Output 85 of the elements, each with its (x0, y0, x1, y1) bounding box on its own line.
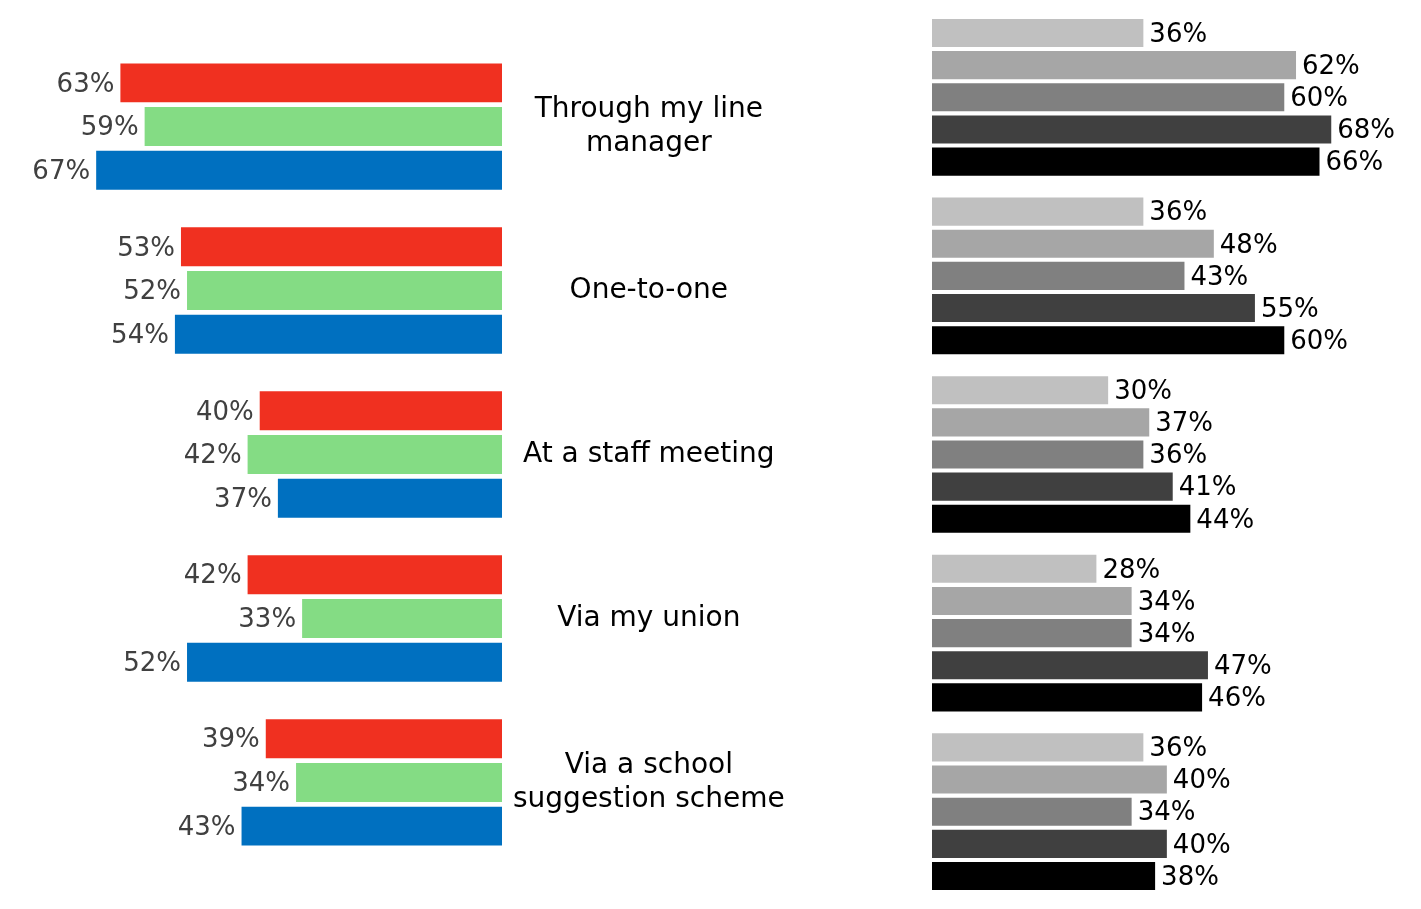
bar (932, 683, 1203, 712)
data-label: 36% (1149, 732, 1208, 763)
data-label: 43% (1190, 260, 1249, 291)
data-label: 66% (1325, 146, 1384, 177)
bar (277, 478, 502, 518)
bar (932, 651, 1208, 680)
bar (932, 619, 1132, 648)
bar (932, 197, 1144, 226)
data-label: 40% (195, 395, 254, 426)
data-label: 38% (1161, 860, 1219, 891)
data-label: 37% (1155, 407, 1214, 438)
data-label: 44% (1196, 503, 1255, 534)
bar (932, 147, 1320, 176)
data-label: 34% (1137, 585, 1196, 616)
data-label: 60% (1290, 324, 1349, 355)
data-label: 34% (232, 767, 291, 798)
data-label: 40% (1172, 764, 1231, 795)
bar (296, 762, 502, 802)
y-tick-label: One-to-one (569, 271, 729, 305)
y-tick-label: Through my line manager (533, 91, 764, 158)
bar (259, 391, 502, 431)
data-label: 43% (177, 810, 236, 841)
data-label: 30% (1114, 374, 1172, 405)
bar (932, 83, 1285, 112)
bar (187, 271, 502, 310)
bar (932, 861, 1156, 891)
data-label: 46% (1208, 682, 1266, 713)
bar (932, 440, 1144, 469)
data-label: 52% (123, 646, 182, 677)
bar (932, 261, 1185, 290)
bar (932, 829, 1167, 858)
data-label: 53% (117, 231, 175, 262)
data-label: 36% (1149, 196, 1208, 227)
bar (932, 326, 1285, 355)
bar (180, 227, 502, 267)
data-label: 62% (1302, 49, 1360, 80)
bar (144, 107, 502, 147)
data-label: 40% (1172, 828, 1231, 859)
bar (932, 229, 1214, 258)
bar (932, 115, 1332, 144)
data-label: 54% (111, 319, 169, 350)
data-label: 68% (1337, 114, 1396, 145)
data-label: 60% (1290, 82, 1349, 113)
bar (120, 63, 502, 103)
bar (932, 554, 1097, 583)
bar (265, 719, 502, 759)
data-label: 37% (214, 482, 272, 513)
data-label: 63% (56, 67, 115, 98)
data-label: 33% (238, 603, 297, 634)
bar (932, 797, 1132, 826)
bar (932, 586, 1132, 616)
data-label: 55% (1260, 292, 1319, 323)
bar (187, 642, 502, 682)
data-label: 59% (80, 111, 139, 142)
data-label: 42% (183, 559, 242, 590)
bar (932, 51, 1297, 80)
bar (247, 435, 502, 474)
bar (932, 472, 1173, 501)
data-label: 39% (201, 723, 260, 754)
bar (241, 806, 502, 846)
data-label: 34% (1137, 617, 1196, 648)
data-label: 41% (1178, 471, 1237, 502)
y-tick-label: Via a school suggestion scheme (513, 746, 785, 814)
y-tick-label: Via my union (557, 599, 741, 633)
data-label: 67% (32, 155, 91, 186)
bar (302, 599, 502, 638)
data-label: 42% (183, 439, 242, 470)
bar (932, 408, 1150, 437)
data-label: 36% (1149, 17, 1208, 48)
data-label: 28% (1102, 553, 1161, 584)
bar (96, 150, 502, 190)
data-label: 36% (1149, 439, 1208, 470)
bar (932, 18, 1144, 48)
bar (932, 765, 1167, 794)
bar (247, 555, 502, 595)
data-label: 48% (1219, 228, 1278, 259)
bar (932, 504, 1191, 533)
bar (932, 376, 1109, 405)
bar (932, 293, 1255, 323)
bar (174, 314, 502, 354)
bar (932, 733, 1144, 762)
y-tick-label: At a staff meeting (523, 435, 775, 469)
data-label: 52% (123, 275, 182, 306)
data-label: 34% (1137, 796, 1196, 827)
data-label: 47% (1213, 650, 1272, 680)
